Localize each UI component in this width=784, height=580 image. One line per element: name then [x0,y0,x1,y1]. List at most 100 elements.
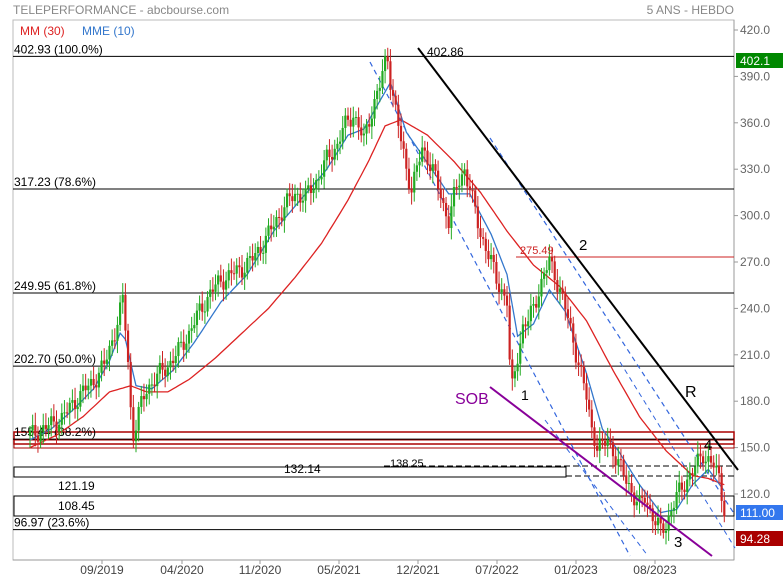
candle-body [545,270,548,273]
candle-body [535,303,538,308]
fib-level-label: 249.95 (61.8%) [14,279,96,293]
candle-body [100,360,103,373]
candle-body [108,345,111,360]
candle-body [126,330,130,362]
candle-body [460,174,464,186]
candle-body [463,169,466,175]
candle-body [95,385,98,388]
candle-body [225,280,228,290]
candle-body [696,453,699,467]
candle-body [79,391,82,407]
candle-body [217,275,220,285]
candle-body [487,250,490,260]
candle-body [60,412,63,425]
candle-body [299,193,302,203]
candle-body [219,275,222,282]
candle-body [596,445,599,451]
candle-body [373,99,376,119]
candle-body [378,87,381,91]
svg-text:94.28: 94.28 [740,532,770,546]
candle-body [593,427,596,446]
candle-body [248,256,252,258]
x-tick-label: 09/2019 [80,563,124,577]
candle-body [177,342,180,357]
resistance-trend-line [417,47,739,471]
candle-body [203,311,206,313]
candle-body [399,125,403,142]
candle-body [381,71,384,88]
candle-body [580,364,583,367]
x-axis-ticks: 09/2019 04/2020 11/2020 05/2021 12/2021 07/20… [80,560,677,577]
candle-body [66,412,69,414]
candle-body [116,324,119,341]
candle-body [52,416,55,422]
candle-body [675,491,678,508]
candle-body [492,254,495,263]
channel-third-line [619,361,736,549]
candle-body [31,425,34,431]
chart-title: TELEPERFORMANCE - abcbourse.com [13,3,229,17]
y-tick-label: 390.0 [740,69,770,83]
candle-body [251,256,254,261]
candle-body [272,226,275,230]
candle-body [124,294,127,331]
candle-body [508,305,511,360]
candle-body [81,385,85,392]
wave-1-label: 1 [521,387,529,403]
candle-body [103,360,106,364]
candle-body [723,500,726,517]
candle-body [415,165,418,172]
candle-body [278,216,281,218]
x-tick-label: 07/2022 [475,563,519,577]
candle-body [68,402,71,413]
resistance-r-label: R [685,384,697,401]
candle-body [164,369,167,376]
candle-body [686,479,689,492]
x-tick-label: 05/2021 [317,563,361,577]
candle-body [354,117,358,119]
candle-body [97,372,100,388]
candle-body [429,164,432,172]
candle-body [421,147,424,162]
candle-body [232,273,236,275]
candle-body [111,340,114,346]
candle-body [227,270,230,281]
badge-last-price: 111.00 [736,505,783,520]
fib-level-label: 96.97 (23.6%) [14,516,89,530]
candle-body [76,406,79,410]
candle-body [172,360,175,364]
candle-body [134,430,138,442]
candle-body [497,283,501,292]
candle-body [656,517,660,526]
candle-body [47,425,50,429]
candle-body [651,508,654,522]
candle-body [325,149,328,161]
candle-body [346,115,350,120]
wave-2-label: 2 [579,237,587,254]
candle-body [185,343,188,350]
ma30-line [29,118,725,486]
candle-body [622,459,625,476]
support-box-108 [13,495,735,517]
candle-body [699,453,702,457]
candle-body [156,373,159,387]
candle-body [641,495,644,498]
candle-body [601,439,604,442]
candle-body [500,289,503,292]
candle-body [150,384,153,386]
level-138-label: 138.25 [390,458,424,470]
candle-body [39,431,42,442]
candle-body [336,143,339,149]
candle-body [36,435,40,442]
candle-body [561,288,564,294]
candle-body [672,507,676,511]
candle-body [452,187,456,207]
candle-body [214,284,217,292]
candle-body [468,186,471,191]
candle-body [211,289,214,292]
candle-body [291,196,294,202]
candle-body [574,342,577,363]
candle-body [386,56,389,62]
candle-body [312,189,315,194]
